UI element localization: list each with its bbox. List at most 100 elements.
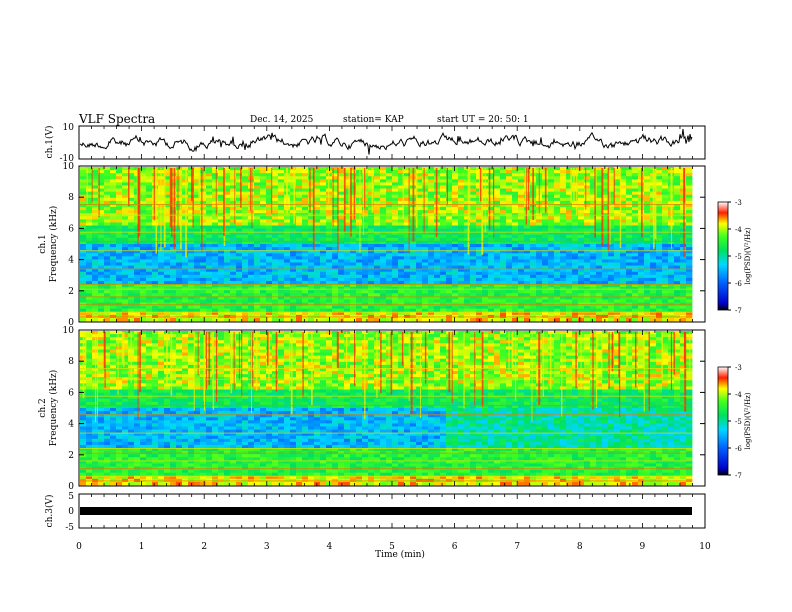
spectrogram-cell [428,274,435,279]
spectrogram-cell [332,234,339,239]
spectrogram-cell [248,191,255,196]
spectrogram-cell [482,253,489,257]
spectrogram-cell [80,194,87,199]
spectrogram-cell [170,293,177,297]
spectrogram-cell [380,231,387,236]
spectrogram-cell [230,311,237,316]
spectrogram-cell [296,234,303,239]
spectrogram-cell [512,234,519,239]
spectrogram-cell [224,250,231,254]
spectrogram-cell [128,262,135,266]
spectrogram-cell [260,277,267,282]
spectrogram-cell [368,280,375,285]
spectrogram-cell [458,210,465,214]
spectrogram-cell [578,179,585,183]
spectrogram-cell [146,256,153,260]
spectrogram-cell [488,231,495,236]
spectrogram-cell [548,308,555,313]
spectrogram-cell [458,268,465,273]
spectrogram-cell [530,219,537,223]
spectrogram-cell [686,167,693,171]
spectrogram-cell [656,200,663,205]
spectrogram-cell [350,228,357,233]
spectrogram-cell [164,262,171,266]
spectrogram-cell [506,253,513,257]
spectrogram-cell [122,200,129,205]
spectrogram-cell [296,305,303,310]
spectrogram-cell [500,167,507,171]
spectrogram-cell [374,265,381,270]
spectrogram-cell [230,200,237,205]
spectrogram-cell [236,203,243,208]
spectrogram-cell [134,225,141,229]
spectrogram-cell [548,234,555,239]
spectrogram-cell [230,284,237,288]
spectrogram-cell [398,228,405,233]
spectrogram-cell [164,167,171,171]
spectrogram-cell [686,182,693,186]
spectrogram-cell [530,290,537,294]
spectrogram-cell [470,167,477,171]
spectrogram-cell [476,259,483,263]
spectrogram-cell [302,305,309,310]
spectrogram-cell [482,237,489,242]
spectrogram-cell [92,299,99,303]
spectrogram-cell [164,250,171,254]
spectrogram-cell [380,299,387,303]
spectrogram-cell [104,194,111,199]
spectrogram-cell [296,296,303,300]
spectrogram-cell [578,308,585,313]
spectrogram-cell [500,247,507,251]
spectrogram-cell [548,265,555,270]
spectrogram-cell [368,216,375,220]
spectrogram-cell [428,244,435,248]
spectrogram-cell [656,173,663,177]
spectrogram-cell [428,240,435,245]
spectrogram-cell [122,203,129,208]
spectrogram-cell [584,296,591,300]
spectrogram-cell [464,280,471,285]
spectrogram-cell [356,200,363,205]
spectrogram-cell [266,299,273,303]
spectrogram-cell [584,179,591,183]
spectrogram-cell [410,305,417,310]
spectrogram-cell [278,265,285,270]
spectrogram-cell [632,197,639,202]
spectrogram-cell [230,179,237,183]
spectrogram-cell [482,231,489,236]
spectrogram-cell [122,277,129,282]
spectrogram-cell [512,179,519,183]
spectrogram-cell [500,207,507,211]
spectrogram-cell [422,299,429,303]
spectrogram-cell [128,299,135,303]
spectrogram-cell [326,225,333,229]
spectrogram-cell [404,271,411,276]
spectrogram-cell [368,225,375,229]
spectrogram-cell [500,200,507,205]
spectrogram-cell [572,265,579,270]
spectrogram-cell [602,182,609,186]
spectrogram-cell [314,225,321,229]
spectrogram-cell [446,200,453,205]
spectrogram-cell [452,207,459,211]
spectrogram-cell [164,170,171,174]
spectrogram-cell [272,225,279,229]
spectrogram-cell [542,305,549,310]
spectrogram-cell [440,256,447,260]
spectrogram-cell [662,290,669,294]
spectrogram-cell [602,191,609,196]
spectrogram-cell [398,311,405,316]
spectrogram-cell [230,262,237,266]
spectrogram-cell [146,188,153,193]
spectrogram-cell [392,222,399,226]
spectrogram-cell [164,284,171,288]
spectrogram-cell [620,240,627,245]
spectrogram-cell [212,277,219,282]
spectrogram-cell [350,210,357,214]
spectrogram-cell [620,167,627,171]
spectrogram-cell [422,259,429,263]
spectrogram-cell [296,222,303,226]
spectrogram-cell [218,262,225,266]
spectrogram-cell [566,274,573,279]
spectrogram-cell [458,308,465,313]
